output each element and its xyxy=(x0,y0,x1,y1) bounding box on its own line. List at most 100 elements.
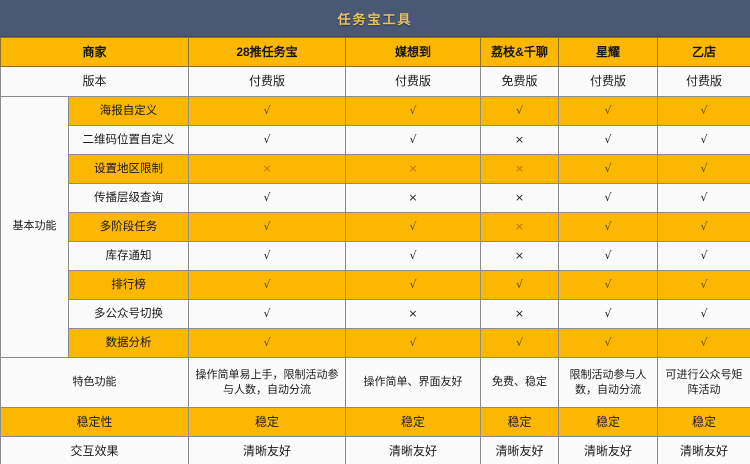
stability-value-2: 稳定 xyxy=(345,407,482,437)
page-title: 任务宝工具 xyxy=(337,11,413,27)
feature-mark-6-1: √ xyxy=(188,241,347,271)
feature-row: 排行榜 √ √ √ √ √ xyxy=(1,270,750,300)
feature-name-1: 海报自定义 xyxy=(67,96,190,126)
feature-mark-6-2: √ xyxy=(345,241,482,271)
column-header-vendor-3: 荔枝&千聊 xyxy=(480,37,560,67)
feature-mark-7-5: √ xyxy=(657,270,750,300)
feature-mark-3-5: √ xyxy=(657,154,750,184)
table-header-row: 商家 28推任务宝 媒想到 荔枝&千聊 星耀 乙店 xyxy=(0,37,750,67)
feature-name-7: 排行榜 xyxy=(67,270,190,300)
feature-mark-8-3: × xyxy=(480,299,560,329)
column-header-vendor-1: 28推任务宝 xyxy=(188,37,347,67)
special-feature-5: 可进行公众号矩阵活动 xyxy=(657,357,750,408)
feature-name-6: 库存通知 xyxy=(67,241,190,271)
feature-mark-2-4: √ xyxy=(558,125,659,155)
feature-mark-9-2: √ xyxy=(345,328,482,358)
version-value-3: 免费版 xyxy=(480,66,560,97)
feature-mark-2-1: √ xyxy=(188,125,347,155)
feature-mark-1-3: √ xyxy=(480,96,560,126)
feature-mark-5-2: √ xyxy=(345,212,482,242)
row-label-version: 版本 xyxy=(0,66,190,97)
feature-mark-1-5: √ xyxy=(657,96,750,126)
feature-name-9: 数据分析 xyxy=(67,328,190,358)
feature-mark-8-4: √ xyxy=(558,299,659,329)
interaction-value-3: 清晰友好 xyxy=(480,436,560,464)
feature-mark-5-4: √ xyxy=(558,212,659,242)
feature-mark-7-4: √ xyxy=(558,270,659,300)
feature-mark-8-2: × xyxy=(345,299,482,329)
column-header-vendor-2: 媒想到 xyxy=(345,37,482,67)
special-feature-4: 限制活动参与人数，自动分流 xyxy=(558,357,659,408)
feature-mark-1-1: √ xyxy=(188,96,347,126)
table-body: 商家 28推任务宝 媒想到 荔枝&千聊 星耀 乙店 版本 付费版 付费版 免费版 付费版 付费版 基本功… xyxy=(0,37,750,464)
special-feature-1: 操作简单易上手，限制活动参与人数，自动分流 xyxy=(188,357,347,408)
feature-row: 二维码位置自定义 √ √ × √ √ xyxy=(1,125,750,155)
row-label-interaction: 交互效果 xyxy=(0,436,190,464)
version-value-2: 付费版 xyxy=(345,66,482,97)
special-feature-3: 免费、稳定 xyxy=(480,357,560,408)
column-header-vendor-5: 乙店 xyxy=(657,37,750,67)
feature-name-4: 传播层级查询 xyxy=(67,183,190,213)
feature-mark-4-4: √ xyxy=(558,183,659,213)
feature-mark-5-3: × xyxy=(480,212,560,242)
column-header-merchant: 商家 xyxy=(0,37,190,67)
row-label-stability: 稳定性 xyxy=(0,407,190,437)
interaction-value-4: 清晰友好 xyxy=(558,436,659,464)
feature-mark-7-3: √ xyxy=(480,270,560,300)
title-banner: 任务宝工具 xyxy=(0,0,750,37)
feature-mark-9-3: √ xyxy=(480,328,560,358)
stability-value-5: 稳定 xyxy=(657,407,750,437)
tool-comparison-table: 商家 28推任务宝 媒想到 荔枝&千聊 星耀 乙店 版本 付费版 付费版 免费版 付费版 付费版 基本功… xyxy=(0,37,750,464)
special-features-row: 特色功能 操作简单易上手，限制活动参与人数，自动分流 操作简单、界面友好 免费、稳定限… xyxy=(0,357,750,408)
special-feature-2: 操作简单、界面友好 xyxy=(345,357,482,408)
feature-row: 多阶段任务 √ √ × √ √ xyxy=(1,212,750,242)
feature-mark-4-5: √ xyxy=(657,183,750,213)
feature-mark-3-3: × xyxy=(480,154,560,184)
feature-mark-9-1: √ xyxy=(188,328,347,358)
interaction-value-2: 清晰友好 xyxy=(345,436,482,464)
feature-mark-4-3: × xyxy=(480,183,560,213)
feature-name-3: 设置地区限制 xyxy=(67,154,190,184)
feature-mark-9-4: √ xyxy=(558,328,659,358)
interaction-value-5: 清晰友好 xyxy=(657,436,750,464)
stability-row: 稳定性 稳定 稳定 稳定 稳定 稳定 xyxy=(0,407,750,437)
feature-mark-7-1: √ xyxy=(188,270,347,300)
feature-name-5: 多阶段任务 xyxy=(67,212,190,242)
feature-mark-3-2: × xyxy=(345,154,482,184)
feature-mark-3-1: × xyxy=(188,154,347,184)
row-label-special-features: 特色功能 xyxy=(0,357,190,408)
stability-value-4: 稳定 xyxy=(558,407,659,437)
feature-row: 设置地区限制 × × × √ √ xyxy=(1,154,750,184)
feature-mark-7-2: √ xyxy=(345,270,482,300)
column-header-vendor-4: 星耀 xyxy=(558,37,659,67)
feature-mark-2-2: √ xyxy=(345,125,482,155)
stability-value-3: 稳定 xyxy=(480,407,560,437)
feature-name-2: 二维码位置自定义 xyxy=(67,125,190,155)
feature-mark-1-4: √ xyxy=(558,96,659,126)
feature-mark-8-1: √ xyxy=(188,299,347,329)
version-row: 版本 付费版 付费版 免费版 付费版 付费版 xyxy=(0,66,750,97)
feature-row: 传播层级查询 √ × × √ √ xyxy=(1,183,750,213)
feature-mark-2-5: √ xyxy=(657,125,750,155)
feature-mark-6-5: √ xyxy=(657,241,750,271)
feature-mark-1-2: √ xyxy=(345,96,482,126)
feature-row: 基本功能 海报自定义 √ √ √ √ √ xyxy=(0,96,750,358)
interaction-value-1: 清晰友好 xyxy=(188,436,347,464)
version-value-4: 付费版 xyxy=(558,66,659,97)
feature-row: 多公众号切换 √ × × √ √ xyxy=(1,299,750,329)
feature-mark-9-5: √ xyxy=(657,328,750,358)
feature-row: 库存通知 √ √ × √ √ xyxy=(1,241,750,271)
version-value-1: 付费版 xyxy=(188,66,347,97)
group-label-basic-functions: 基本功能 xyxy=(0,96,69,358)
feature-mark-5-1: √ xyxy=(188,212,347,242)
feature-mark-2-3: × xyxy=(480,125,560,155)
feature-mark-6-4: √ xyxy=(558,241,659,271)
feature-mark-4-2: × xyxy=(345,183,482,213)
version-value-5: 付费版 xyxy=(657,66,750,97)
feature-name-8: 多公众号切换 xyxy=(67,299,190,329)
feature-mark-4-1: √ xyxy=(188,183,347,213)
feature-mark-3-4: √ xyxy=(558,154,659,184)
interaction-row: 交互效果 清晰友好 清晰友好 清晰友好 清晰友好 清晰友好 xyxy=(0,436,750,464)
stability-value-1: 稳定 xyxy=(188,407,347,437)
